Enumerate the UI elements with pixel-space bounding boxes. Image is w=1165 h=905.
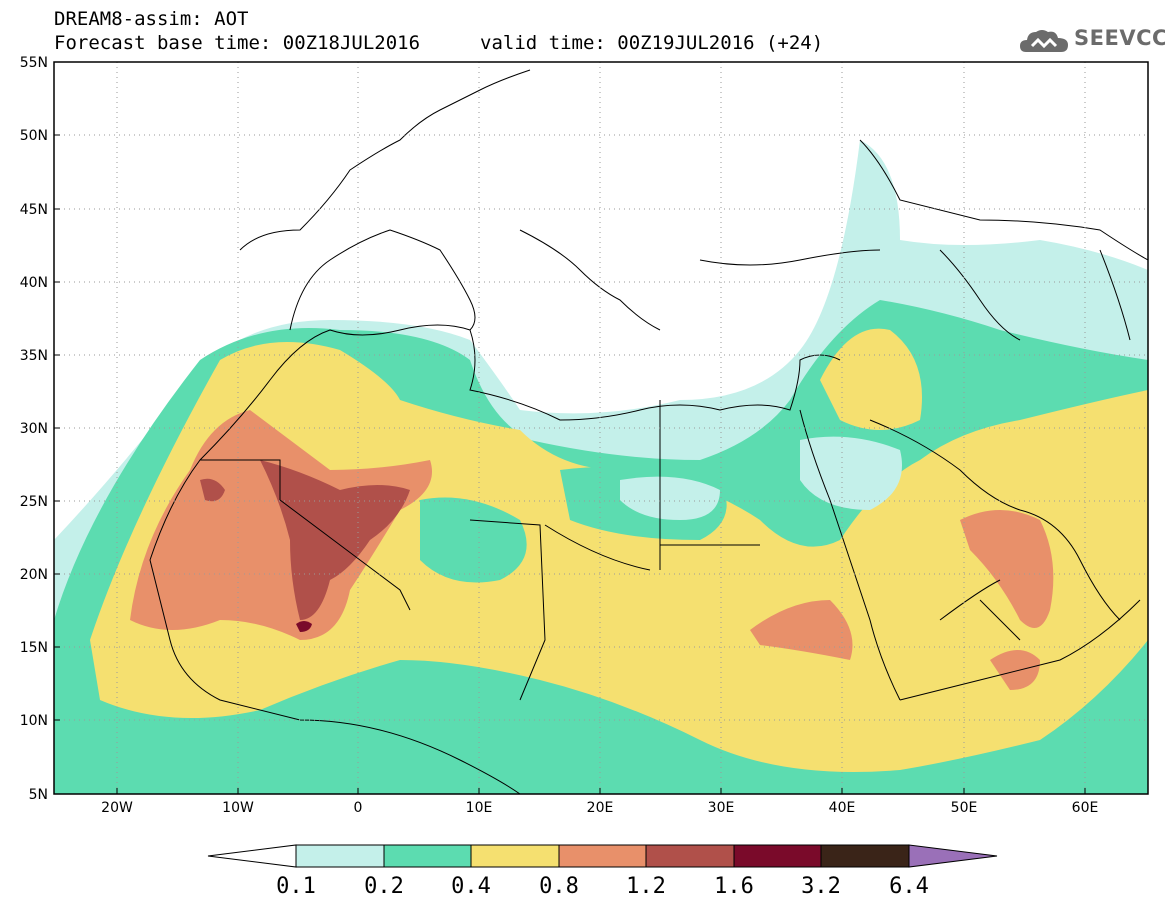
lat-label: 35N <box>20 348 48 364</box>
aot-band-0.4 <box>90 342 1148 772</box>
aot-contours <box>54 140 1148 794</box>
aot-band-0.2-inner <box>420 497 527 583</box>
lat-label: 50N <box>20 128 48 144</box>
lat-label: 5N <box>29 787 48 803</box>
lon-label: 10W <box>222 800 254 816</box>
colorbar-low-arrow <box>207 844 297 868</box>
axis-ticks <box>54 61 1086 795</box>
colorbar-label: 3.2 <box>801 874 841 899</box>
lon-label: 20E <box>587 800 614 816</box>
map-title: DREAM8-assim: AOT <box>54 8 249 30</box>
gridlines <box>54 62 1148 794</box>
colorbar-label: 0.1 <box>276 874 316 899</box>
colorbar-label: 0.4 <box>451 874 491 899</box>
lon-label: 60E <box>1072 800 1099 816</box>
aot-band-0.8-oman <box>960 510 1054 628</box>
lat-label: 25N <box>20 494 48 510</box>
colorbar-swatch <box>820 844 910 868</box>
longitude-labels: 20W 10W 0 10E 20E 30E 40E 50E 60E <box>101 800 1098 816</box>
valid-time: valid time: 00Z19JUL2016 (+24) <box>480 32 824 54</box>
colorbar-swatch <box>733 844 822 868</box>
aot-band-0.8 <box>130 410 432 640</box>
aot-band-0.4-iraq <box>820 328 922 430</box>
latitude-labels: 55N 50N 45N 40N 35N 30N 25N 20N 15N 10N … <box>20 55 48 803</box>
forecast-base-time: Forecast base time: 00Z18JUL2016 <box>54 32 421 54</box>
colorbar-label: 0.2 <box>364 874 404 899</box>
lat-label: 10N <box>20 713 48 729</box>
colorbar-swatch <box>645 844 735 868</box>
lat-label: 45N <box>20 202 48 218</box>
aot-band-0.1-inner <box>620 476 720 520</box>
aot-band-0.8-east <box>750 600 853 660</box>
lon-label: 20W <box>101 800 133 816</box>
colorbar-high-arrow <box>908 844 998 868</box>
lat-label: 20N <box>20 567 48 583</box>
aot-band-0.8-yemen <box>990 650 1040 690</box>
lon-label: 30E <box>708 800 735 816</box>
lon-label: 0 <box>354 800 363 816</box>
cloud-icon <box>1020 30 1068 52</box>
logo-text: SEEVCCC <box>1074 26 1165 50</box>
colorbar-swatch <box>383 844 472 868</box>
lon-label: 40E <box>829 800 856 816</box>
lat-label: 40N <box>20 275 48 291</box>
lon-label: 10E <box>466 800 493 816</box>
colorbar: 0.1 0.2 0.4 0.8 1.2 1.6 3.2 6.4 <box>207 844 998 899</box>
colorbar-swatch <box>295 844 385 868</box>
lat-label: 15N <box>20 640 48 656</box>
colorbar-label: 0.8 <box>539 874 579 899</box>
lat-label: 30N <box>20 421 48 437</box>
colorbar-swatch <box>470 844 560 868</box>
seevccc-logo: SEEVCCC <box>1018 24 1165 56</box>
aot-band-1.2-west <box>200 478 225 502</box>
aot-band-0.1-arabia <box>800 436 902 510</box>
colorbar-swatch <box>558 844 647 868</box>
colorbar-label: 1.6 <box>714 874 754 899</box>
colorbar-label: 6.4 <box>889 874 929 899</box>
aot-band-1.2 <box>260 460 410 620</box>
aot-band-1.6 <box>296 621 312 632</box>
lon-label: 50E <box>951 800 978 816</box>
lat-label: 55N <box>20 55 48 71</box>
colorbar-label: 1.2 <box>626 874 666 899</box>
